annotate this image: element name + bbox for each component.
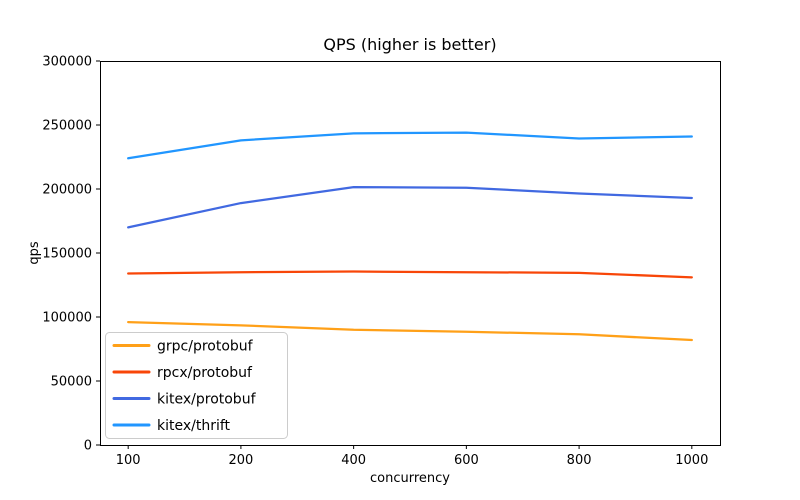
plot-border [100,61,721,446]
legend-label: rpcx/protobuf [157,365,253,381]
y-tick-label: 250000 [42,119,92,134]
y-tick-label: 150000 [42,247,92,262]
series-line-kitex-thrift [127,131,693,160]
plot-area: 0 50000 100000 150000 200000 250000 300000 100 2… [42,55,721,468]
y-tick-label: 50000 [51,375,92,390]
legend-label: kitex/thrift [157,418,231,434]
y-tick-label: 300000 [42,55,92,70]
x-tick-label: 1000 [675,453,708,468]
legend: grpc/protobuf rpcx/protobuf kitex/protobuf… [105,332,288,439]
series-line-kitex-protobuf [127,185,693,229]
legend-box [105,332,288,439]
y-tick-label: 100000 [42,311,92,326]
x-tick-label: 400 [341,453,366,468]
x-tick-label: 100 [116,453,141,468]
series-line-rpcx-protobuf [127,270,693,279]
chart-title: QPS (higher is better) [323,35,496,54]
x-tick-label: 800 [567,453,592,468]
x-axis-label: concurrency [370,471,450,486]
x-tick-label: 600 [454,453,479,468]
x-tick-label: 200 [228,453,253,468]
y-axis-label: qps [27,241,42,265]
series-line-grpc-protobuf [127,320,693,342]
legend-label: kitex/protobuf [157,392,257,408]
legend-label: grpc/protobuf [157,339,254,355]
y-tick-label: 200000 [42,183,92,198]
y-tick-label: 0 [84,439,92,454]
